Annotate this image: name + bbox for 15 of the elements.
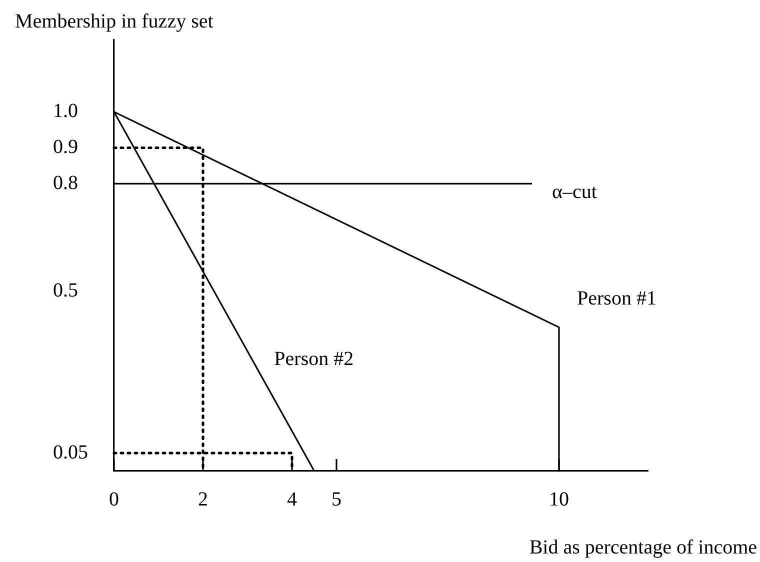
y-tick-label: 1.0 [53,100,78,122]
y-axis-title: Membership in fuzzy set [15,10,214,32]
series-label: Person #2 [274,348,354,370]
x-tick-label: 10 [549,488,569,510]
x-tick-label: 5 [332,488,342,510]
x-tick-label: 4 [287,488,297,510]
series-label: Person #1 [577,288,656,310]
x-axis-title: Bid as percentage of income [529,536,758,558]
y-tick-label: 0.5 [53,280,78,302]
y-tick-label: 0.9 [53,136,78,158]
x-tick-label: 0 [109,488,119,510]
x-tick-label: 2 [198,488,208,510]
y-tick-label: 0.8 [53,172,78,194]
ref-line-label: α–cut [552,180,598,203]
y-tick-label: 0.05 [53,441,88,464]
